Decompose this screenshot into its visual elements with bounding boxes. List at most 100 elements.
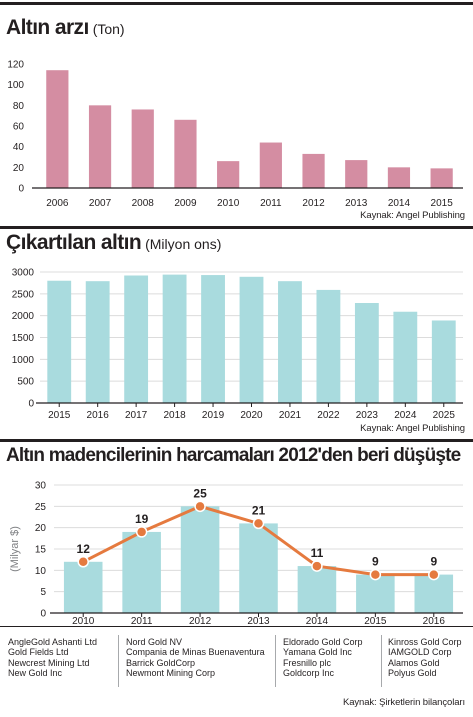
x-tick-label: 2008 [132,198,155,209]
x-tick-label: 2022 [317,410,340,421]
bar [239,523,278,613]
x-tick-label: 2009 [174,198,197,209]
company-name: IAMGOLD Corp [388,647,452,658]
x-tick-label: 2006 [46,198,69,209]
bar [345,160,368,188]
panel1-title-text: Altın arzı [6,16,89,39]
top-rule [0,2,473,5]
y-tick-label: 0 [28,399,34,410]
x-tick-label: 2011 [260,198,282,209]
panel3-source: Kaynak: Şirketlerin bilançoları [342,697,465,708]
data-label: 25 [193,486,207,500]
company-name: Newcrest Mining Ltd [8,657,90,668]
x-tick-label: 2010 [217,198,240,209]
bar [259,142,282,188]
company-name: Eldorado Gold Corp [283,637,363,647]
company-name: Compania de Minas Buenaventura [126,647,265,658]
data-label: 11 [311,546,324,560]
x-tick-label: 2015 [364,616,387,627]
x-tick-label: 2010 [72,616,95,627]
bar [316,289,341,403]
y-tick-label: 1000 [12,355,35,366]
y-tick-label: 5 [40,587,46,598]
data-point [369,568,382,581]
y-tick-label: 3000 [12,268,35,279]
company-name: Kinross Gold Corp [388,637,462,647]
bar [387,167,411,188]
bar [414,574,454,613]
column-divider [118,635,119,687]
company-name: Newmont Mining Corp [126,668,216,679]
data-label: 21 [252,503,266,517]
y-tick-label: 25 [35,502,47,513]
bar [430,168,453,188]
y-tick-label: 20 [35,523,47,534]
bar [393,311,418,403]
column-divider [275,635,276,687]
data-label: 12 [77,542,91,556]
bar [201,275,225,403]
company-column-1: AngleGold Ashanti Ltd Gold Fields Ltd Ne… [8,637,97,679]
bar [297,566,337,613]
production-chart: 0 500 1000 1500 2000 2500 3000 2015 2016 2017 2018… [12,268,463,421]
bar [162,274,187,403]
x-tick-label: 2016 [87,410,110,421]
y-tick-label: 10 [35,566,47,577]
y-tick-label: 40 [13,142,25,153]
bar [217,161,240,188]
data-point [135,526,148,538]
bar [174,119,197,188]
bar [302,153,325,188]
x-tick-label: 2012 [189,616,212,627]
panel2-unit: (Milyon ons) [145,236,222,252]
y-tick-label: 20 [13,163,25,174]
company-name: Gold Fields Ltd [8,647,69,658]
bar [131,109,154,188]
company-name: Goldcorp Inc [283,668,335,679]
bar [122,531,161,613]
x-tick-label: 2023 [356,410,379,421]
bar [46,70,69,188]
data-point [194,500,206,513]
bar [124,275,149,403]
y-tick-label: 120 [7,60,24,71]
panel1-title: Altın arzı (Ton) [6,16,125,40]
bar [278,281,302,403]
x-tick-label: 2016 [423,616,446,627]
x-tick-label: 2018 [163,410,186,421]
company-name: Yamana Gold Inc [283,647,352,658]
bar [354,303,379,403]
bar [239,276,264,403]
data-label: 19 [135,512,149,526]
y-axis-label: (Milyar $) [9,526,21,572]
data-point [428,568,440,581]
bar [63,561,103,613]
company-column-2: Nord Gold NV Compania de Minas Buenavent… [126,637,265,679]
company-column-3: Eldorado Gold Corp Yamana Gold Inc Fresn… [283,637,363,679]
company-name: Alamos Gold [388,657,440,668]
x-tick-label: 2012 [302,198,325,209]
panel3-title: Altın madencilerinin harcamaları 2012'de… [6,445,461,466]
company-name: Polyus Gold [388,668,437,679]
x-tick-label: 2011 [131,616,153,627]
company-name: Nord Gold NV [126,637,183,647]
x-tick-label: 2024 [394,410,417,421]
y-tick-label: 0 [40,609,46,620]
y-tick-label: 80 [13,101,25,112]
x-tick-label: 2013 [345,198,368,209]
x-tick-label: 2019 [202,410,225,421]
y-tick-label: 1500 [12,333,35,344]
y-tick-label: 100 [7,80,24,91]
data-point [311,560,323,572]
column-divider [381,635,382,687]
data-label: 9 [430,555,437,569]
company-list: AngleGold Ashanti Ltd Gold Fields Ltd Ne… [0,626,473,713]
spending-chart: 0 5 10 15 20 25 30 2010 2011 2012 2013 2014 2015 2016… [9,481,463,627]
panel1-unit: (Ton) [92,21,125,37]
x-tick-label: 2013 [247,616,270,627]
panel2-source: Kaynak: Angel Publishing [360,423,465,434]
x-tick-label: 2015 [48,410,71,421]
y-tick-label: 60 [13,122,25,133]
x-tick-label: 2017 [125,410,148,421]
data-point [77,556,89,568]
